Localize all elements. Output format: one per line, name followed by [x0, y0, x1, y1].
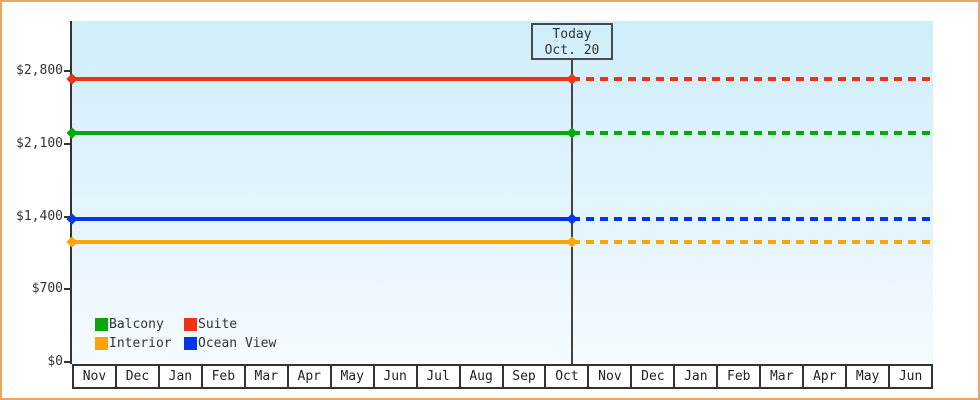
legend-swatch-suite: [184, 317, 197, 331]
legend-swatch-balcony: [95, 317, 108, 331]
x-axis-month-cell: Dec: [630, 364, 676, 389]
y-tick-label: $2,800: [16, 63, 63, 78]
today-date: Oct. 20: [544, 43, 600, 58]
legend-item-balcony: Balcony: [95, 316, 164, 332]
series-line-ocean-view-dashed: [572, 217, 933, 222]
x-axis-month-cell: Apr: [802, 364, 848, 389]
x-axis-month-cell: May: [845, 364, 891, 389]
x-axis-month-cell: Jan: [673, 364, 719, 389]
plot-area: [72, 21, 933, 362]
y-tick-mark: [64, 142, 71, 145]
x-axis-month-cell: Dec: [114, 364, 160, 389]
y-tick-mark: [64, 70, 71, 72]
x-axis-month-cell: Nov: [587, 364, 633, 389]
y-tick-label: $700: [31, 281, 63, 297]
legend-swatch-ocean_view: [184, 336, 197, 350]
series-line-suite-solid: [72, 76, 572, 81]
today-line: [571, 60, 573, 364]
y-tick-mark: [64, 288, 71, 291]
x-axis-month-cell: Mar: [759, 364, 805, 389]
y-tick-label: $0: [47, 354, 63, 369]
legend-label: Ocean View: [198, 335, 277, 351]
legend-item-ocean-view: Ocean View: [184, 335, 277, 351]
x-axis-month-cell: Apr: [286, 364, 332, 389]
x-axis-month-cell: Sep: [501, 364, 547, 389]
x-axis-month-cell: Feb: [716, 364, 762, 389]
legend-swatch-interior: [95, 336, 108, 350]
y-axis: [70, 21, 72, 364]
x-axis-month-cell: Aug: [458, 364, 504, 389]
legend-item-suite: Suite: [184, 316, 238, 332]
legend-item-interior: Interior: [95, 335, 172, 351]
today-label: Today: [552, 27, 592, 42]
legend-label: Suite: [198, 316, 238, 332]
series-line-interior-solid: [72, 240, 572, 245]
series-line-balcony-dashed: [572, 131, 933, 136]
series-line-ocean-view-solid: [72, 217, 572, 222]
series-line-interior-dashed: [572, 240, 933, 245]
series-line-balcony-solid: [72, 131, 572, 136]
y-tick-label: $1,400: [16, 208, 63, 224]
y-tick-label: $2,100: [16, 135, 63, 151]
x-axis-month-cell: Jul: [415, 364, 461, 389]
today-annotation-box: Today Oct. 20: [531, 23, 613, 60]
x-axis-month-cell: Oct: [544, 364, 590, 389]
legend-label: Balcony: [109, 316, 164, 332]
x-axis-month-cell: Jan: [157, 364, 203, 389]
x-axis-month-cell: Nov: [72, 364, 117, 389]
x-axis-month-cell: Jun: [372, 364, 418, 389]
x-axis-month-cell: Jun: [888, 364, 934, 389]
x-axis-month-row: Nov Dec Jan Feb Mar Apr May Jun Jul Aug Sep Oct Nov D…: [72, 364, 934, 389]
series-line-suite-dashed: [572, 76, 933, 81]
legend-label: Interior: [109, 335, 172, 351]
x-axis-month-cell: Mar: [243, 364, 289, 389]
x-axis-month-cell: May: [329, 364, 375, 389]
y-tick-mark: [64, 361, 71, 363]
x-axis-month-cell: Feb: [200, 364, 246, 389]
